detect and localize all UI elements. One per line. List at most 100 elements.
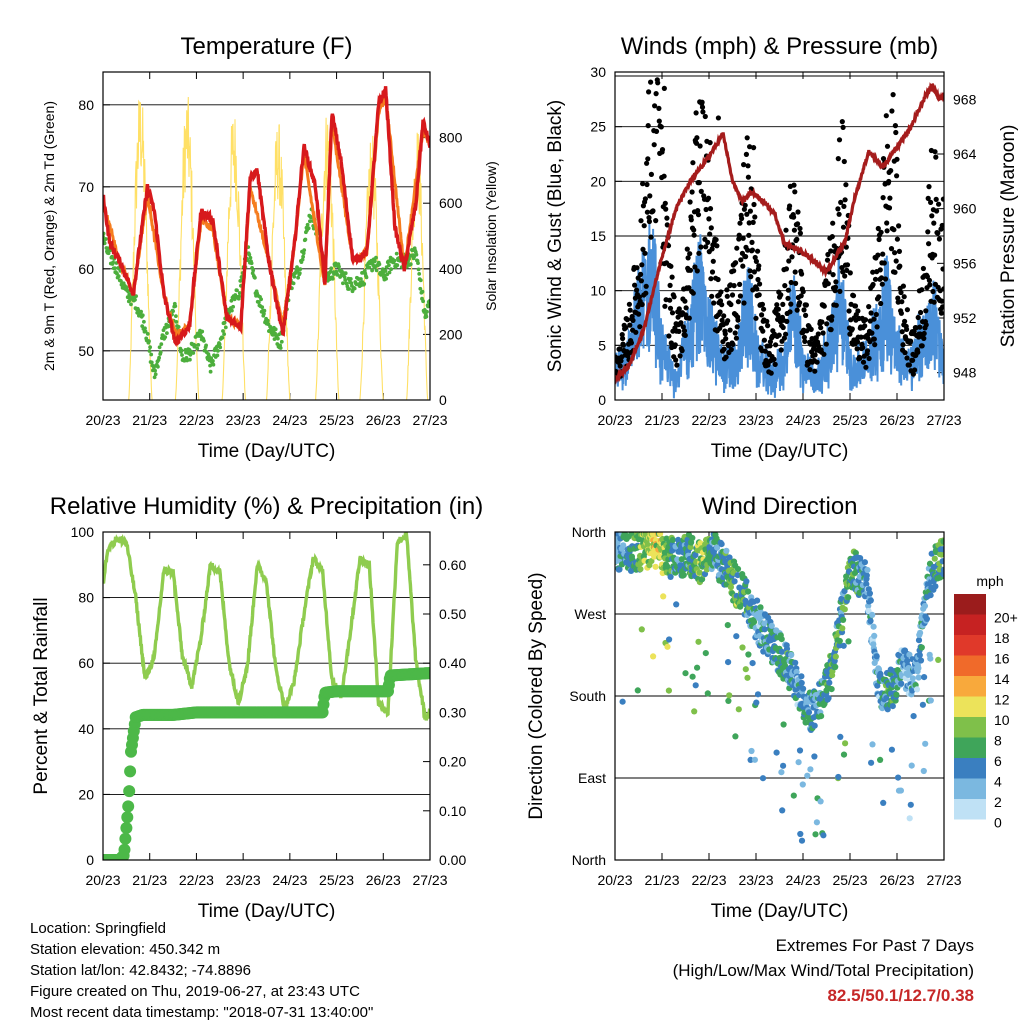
gust-point	[797, 230, 804, 236]
dewpoint-point	[418, 278, 423, 283]
y-tick-label: 10	[590, 283, 606, 299]
gust-point	[938, 310, 944, 316]
direction-point	[910, 713, 917, 720]
gust-point	[751, 201, 757, 208]
direction-point	[897, 787, 905, 794]
direction-point	[908, 762, 915, 769]
direction-point	[832, 653, 839, 660]
dewpoint-point	[425, 309, 429, 314]
dewpoint-point	[116, 274, 121, 279]
x-tick-label: 26/23	[366, 412, 401, 428]
x-tick-label: 26/23	[879, 412, 914, 428]
gust-point	[888, 246, 895, 252]
direction-point	[691, 708, 698, 715]
direction-point	[927, 697, 934, 704]
dewpoint-point	[202, 339, 206, 343]
legend-swatch	[954, 614, 986, 635]
gust-point	[742, 202, 748, 208]
gust-point	[664, 215, 670, 221]
dewpoint-point	[157, 355, 162, 360]
gust-point	[932, 149, 938, 155]
gust-point	[648, 234, 654, 240]
dewpoint-point	[306, 226, 311, 231]
gust-point	[682, 332, 688, 338]
precip-point	[119, 832, 132, 845]
x-tick-label: 27/23	[926, 872, 961, 888]
gust-point	[858, 334, 864, 340]
dewpoint-point	[421, 299, 425, 304]
gust-point	[785, 295, 791, 301]
direction-point	[922, 740, 929, 747]
dewpoint-point	[200, 329, 205, 334]
gust-point	[653, 218, 659, 224]
dewpoint-point	[247, 252, 252, 257]
dewpoint-point	[208, 363, 213, 368]
gust-point	[870, 269, 876, 275]
dewpoint-point	[142, 319, 146, 324]
gust-point	[756, 292, 762, 298]
dewpoint-point	[248, 255, 253, 260]
gust-point	[687, 267, 694, 273]
dewpoint-point	[417, 272, 422, 276]
gust-point	[933, 154, 939, 160]
gust-point	[694, 268, 700, 274]
gust-point	[638, 278, 645, 284]
temp-2m-line	[103, 86, 430, 348]
direction-point	[754, 597, 761, 604]
y-tick-label: 15	[590, 228, 606, 244]
gust-point	[793, 280, 799, 286]
gust-point	[915, 349, 921, 355]
gust-point	[754, 286, 760, 292]
direction-point	[650, 653, 657, 660]
direction-point	[866, 590, 874, 597]
direction-point	[732, 733, 739, 740]
gust-point	[699, 104, 706, 110]
gust-point	[928, 199, 934, 205]
gust-point	[682, 298, 688, 304]
gust-point	[872, 276, 879, 282]
gust-point	[881, 260, 887, 266]
gust-point	[688, 217, 694, 223]
gust-point	[936, 201, 942, 207]
gust-point	[743, 151, 750, 157]
gust-point	[868, 310, 874, 316]
gust-point	[866, 355, 872, 362]
dewpoint-point	[136, 308, 141, 313]
legend-swatch	[954, 594, 986, 615]
direction-point	[840, 751, 848, 758]
gust-point	[929, 213, 935, 219]
gust-point	[862, 317, 869, 323]
gust-point	[895, 295, 901, 301]
gust-point	[775, 312, 781, 318]
gust-point	[791, 182, 797, 188]
dewpoint-point	[303, 237, 308, 242]
x-tick-label: 22/23	[691, 872, 726, 888]
gust-point	[776, 332, 782, 338]
dewpoint-point	[147, 349, 152, 353]
legend-label: 6	[994, 753, 1002, 769]
gust-point	[919, 287, 925, 293]
y-tick-label-right: 0	[439, 392, 447, 408]
x-tick-label: 23/23	[226, 412, 261, 428]
gust-point	[926, 184, 932, 190]
direction-point	[828, 686, 835, 693]
gust-point	[871, 336, 877, 342]
gust-point	[736, 232, 742, 238]
gust-point	[627, 322, 633, 328]
direction-point	[634, 687, 641, 694]
x-axis-label: Time (Day/UTC)	[198, 441, 336, 462]
gust-point	[698, 24, 703, 29]
gust-point	[755, 248, 761, 254]
direction-point	[739, 644, 746, 651]
dewpoint-point	[222, 332, 227, 336]
direction-point	[733, 633, 740, 640]
gust-point	[691, 232, 697, 238]
legend-swatch	[954, 635, 986, 656]
gust-point	[883, 113, 889, 119]
gust-point	[722, 331, 728, 337]
dewpoint-point	[342, 275, 347, 279]
gust-point	[666, 333, 672, 339]
dewpoint-point	[329, 266, 334, 271]
chart-title: Wind Direction	[701, 493, 857, 520]
direction-point	[620, 542, 627, 549]
